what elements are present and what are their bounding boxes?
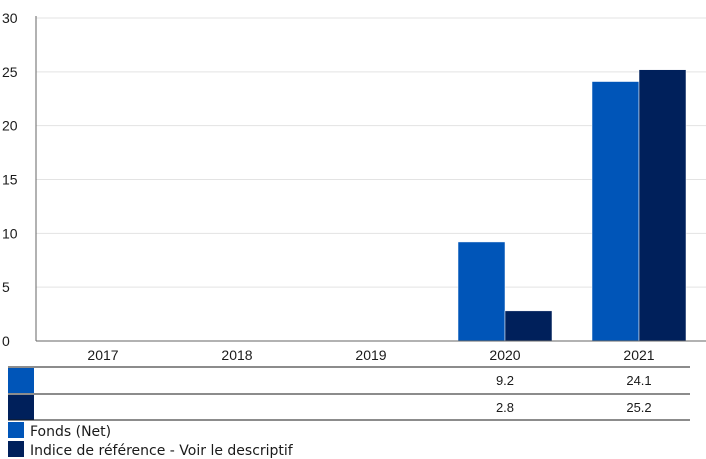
y-tick-label: 25 [2, 64, 18, 80]
legend-label: Fonds (Net) [30, 424, 111, 440]
y-tick-label: 10 [2, 225, 18, 241]
bar-2021-series-1 [591, 81, 640, 342]
x-tick-label: 2018 [221, 347, 252, 363]
y-tick-label: 0 [2, 333, 10, 349]
legend: Fonds (Net) Indice de référence - Voir le… [8, 422, 294, 459]
bar-2020-series-1 [457, 241, 506, 342]
axes [35, 16, 706, 342]
table-cell: 2.8 [496, 400, 514, 415]
legend-swatch [8, 422, 24, 438]
table-row-swatch [8, 368, 34, 393]
table-cell: 24.1 [626, 373, 651, 388]
bar-2020-series-2 [504, 310, 553, 342]
x-tick-label: 2021 [623, 347, 654, 363]
y-tick-label: 20 [2, 118, 18, 134]
x-tick-label: 2019 [355, 347, 386, 363]
table-row-swatch [8, 395, 34, 420]
x-axis-ticks: 2017 2018 2019 2020 2021 [87, 347, 654, 363]
bar-2021-series-2 [638, 69, 687, 342]
x-tick-label: 2017 [87, 347, 118, 363]
bars [457, 69, 687, 342]
x-tick-label: 2020 [489, 347, 520, 363]
data-table: 9.2 24.1 2.8 25.2 [8, 366, 690, 421]
y-tick-label: 15 [2, 172, 18, 188]
y-tick-label: 30 [2, 10, 18, 26]
y-tick-label: 5 [2, 279, 10, 295]
y-axis-ticks: 0 5 10 15 20 25 30 [2, 10, 18, 349]
table-cell: 25.2 [626, 400, 651, 415]
table-cell: 9.2 [496, 373, 514, 388]
legend-swatch [8, 441, 24, 457]
legend-label: Indice de référence - Voir le descriptif [30, 443, 294, 459]
